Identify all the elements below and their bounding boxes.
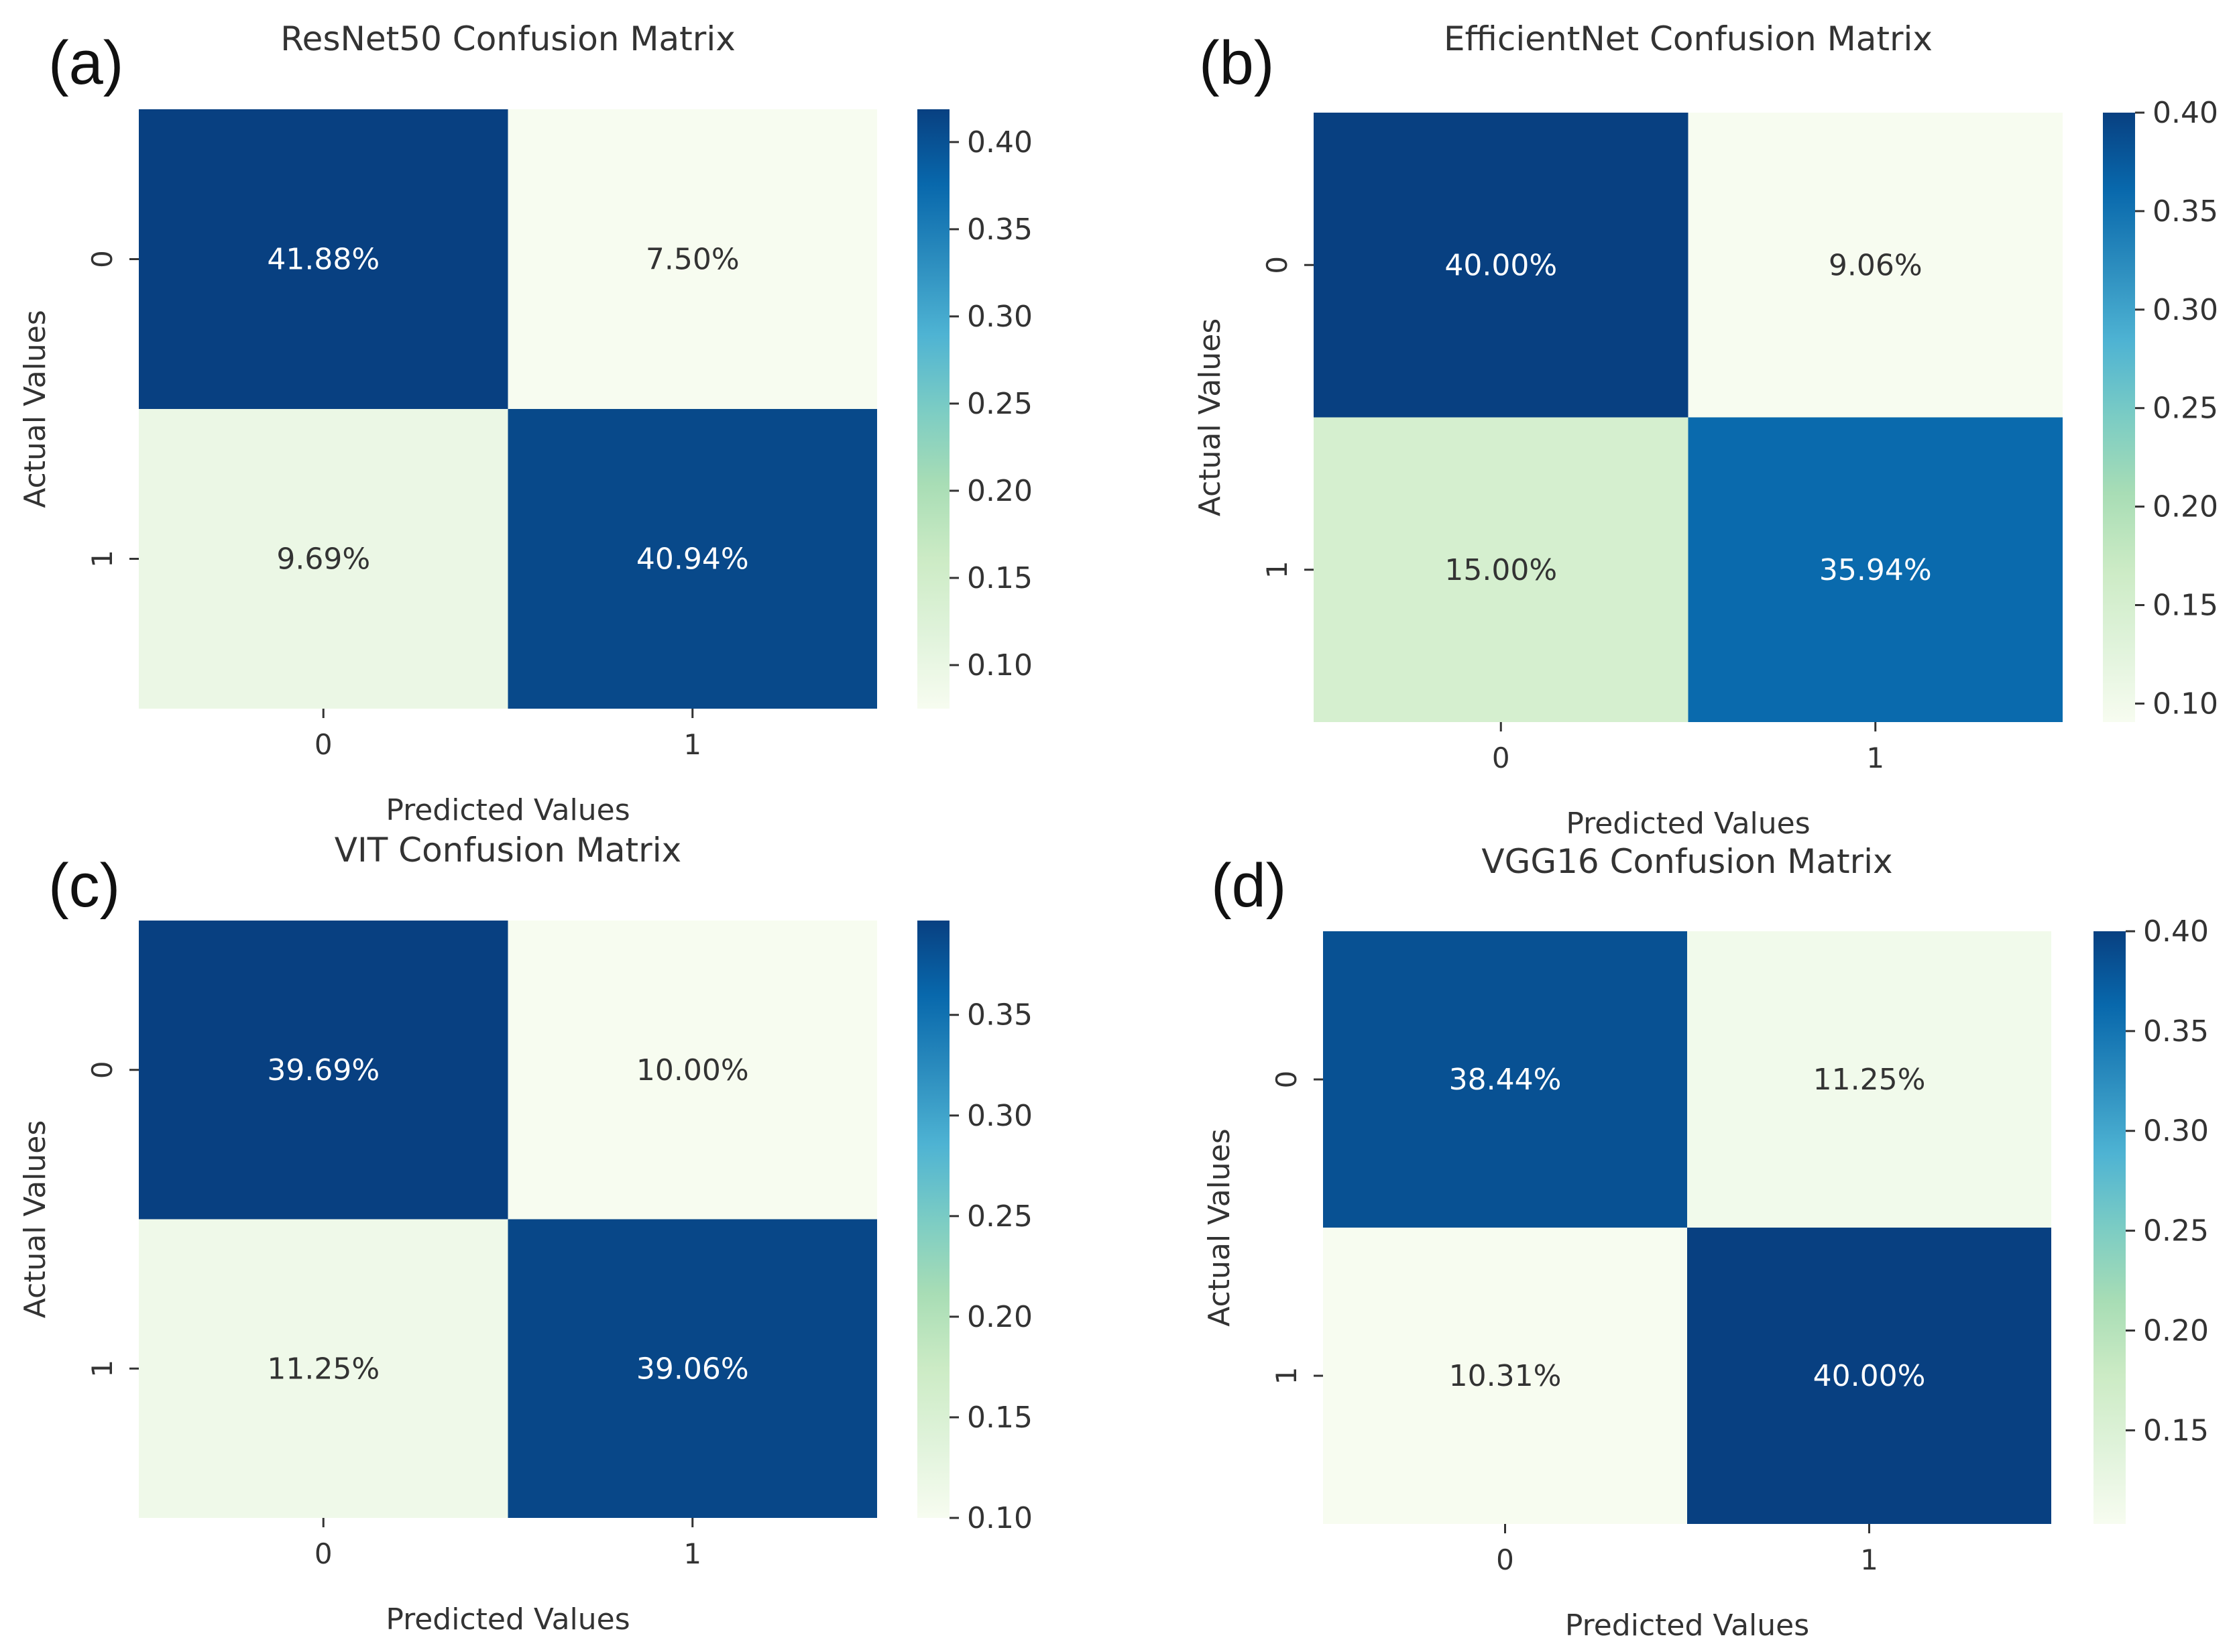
cell-value-label: 41.88% bbox=[267, 243, 380, 277]
cell-value-label: 39.06% bbox=[636, 1352, 749, 1386]
colorbar-tick-label: 0.40 bbox=[967, 125, 1033, 160]
colorbar-tick-label: 0.25 bbox=[2143, 1214, 2209, 1248]
y-tick-label: 0 bbox=[86, 1061, 119, 1079]
x-axis-label: Predicted Values bbox=[1566, 807, 1810, 841]
chart-title: ResNet50 Confusion Matrix bbox=[280, 19, 736, 58]
cell-value-label: 40.00% bbox=[1813, 1359, 1926, 1393]
cell-value-label: 38.44% bbox=[1449, 1063, 1562, 1097]
colorbar-tick-label: 0.25 bbox=[967, 387, 1033, 421]
x-axis-label: Predicted Values bbox=[386, 793, 630, 827]
colorbar-tick-label: 0.15 bbox=[967, 561, 1033, 595]
colorbar-tick-label: 0.35 bbox=[967, 998, 1033, 1032]
x-tick-label: 1 bbox=[683, 728, 701, 761]
y-tick-label: 1 bbox=[86, 1360, 119, 1378]
confusion-matrix-panel: (a) ResNet50 Confusion Matrix 41.88% 7.50% 9… bbox=[18, 19, 1033, 827]
cell-value-label: 7.50% bbox=[646, 243, 740, 277]
chart-title: VIT Confusion Matrix bbox=[335, 831, 681, 870]
y-tick-label: 1 bbox=[1261, 560, 1294, 579]
heatmap-cell bbox=[139, 109, 508, 409]
heatmap-cell bbox=[1314, 417, 1688, 722]
panel-letter: (b) bbox=[1199, 29, 1274, 97]
heatmap-cell bbox=[139, 1219, 508, 1518]
y-tick-label: 0 bbox=[1261, 256, 1294, 274]
cell-value-label: 9.69% bbox=[276, 542, 370, 577]
y-axis-label: Actual Values bbox=[1202, 1128, 1237, 1327]
colorbar-tick-label: 0.15 bbox=[967, 1401, 1033, 1435]
cell-value-label: 9.06% bbox=[1829, 248, 1923, 282]
colorbar-tick-label: 0.20 bbox=[2143, 1313, 2209, 1348]
cell-value-label: 11.25% bbox=[1813, 1063, 1926, 1097]
chart-title: VGG16 Confusion Matrix bbox=[1481, 842, 1892, 881]
cell-value-label: 35.94% bbox=[1819, 553, 1932, 587]
heatmap-cell bbox=[1323, 931, 1687, 1228]
colorbar-tick-label: 0.40 bbox=[2153, 96, 2218, 130]
y-axis-label: Actual Values bbox=[18, 310, 52, 508]
cell-value-label: 39.69% bbox=[267, 1053, 380, 1087]
colorbar-tick-label: 0.30 bbox=[2153, 293, 2218, 327]
y-tick-label: 0 bbox=[1270, 1071, 1303, 1089]
colorbar-tick-label: 0.30 bbox=[967, 1099, 1033, 1133]
colorbar-tick-label: 0.25 bbox=[2153, 392, 2218, 426]
colorbar bbox=[2093, 931, 2126, 1524]
heatmap-cell bbox=[139, 409, 508, 709]
colorbar-tick-label: 0.15 bbox=[2153, 588, 2218, 622]
panel-letter: (d) bbox=[1211, 851, 1286, 920]
colorbar-tick-label: 0.30 bbox=[2143, 1114, 2209, 1148]
heatmap-cell bbox=[1687, 1228, 2051, 1524]
colorbar-tick-label: 0.35 bbox=[2143, 1014, 2209, 1049]
colorbar-tick-label: 0.25 bbox=[967, 1199, 1033, 1234]
cell-value-label: 11.25% bbox=[267, 1352, 380, 1386]
heatmap-cell bbox=[508, 409, 877, 709]
y-axis-label: Actual Values bbox=[18, 1120, 52, 1319]
colorbar bbox=[917, 109, 950, 709]
x-tick-label: 1 bbox=[1860, 1543, 1878, 1576]
colorbar-tick-label: 0.10 bbox=[967, 1501, 1033, 1535]
cell-value-label: 15.00% bbox=[1444, 553, 1557, 587]
colorbar-tick-label: 0.10 bbox=[2153, 687, 2218, 721]
colorbar-tick-label: 0.15 bbox=[2143, 1413, 2209, 1448]
x-tick-label: 0 bbox=[1496, 1543, 1514, 1576]
x-axis-label: Predicted Values bbox=[1565, 1608, 1809, 1643]
colorbar bbox=[2103, 113, 2135, 722]
confusion-matrix-panel: (c) VIT Confusion Matrix 39.69% 10.00% 11.25… bbox=[18, 831, 1033, 1637]
y-tick-label: 1 bbox=[1270, 1367, 1303, 1385]
heatmap-cell bbox=[139, 921, 508, 1220]
colorbar-tick-label: 0.20 bbox=[967, 474, 1033, 508]
colorbar-tick-label: 0.35 bbox=[967, 213, 1033, 247]
x-tick-label: 1 bbox=[1866, 742, 1884, 774]
heatmap-cell bbox=[1687, 931, 2051, 1228]
x-tick-label: 0 bbox=[314, 728, 333, 761]
chart-title: EfficientNet Confusion Matrix bbox=[1444, 19, 1933, 58]
cell-value-label: 40.00% bbox=[1444, 248, 1557, 282]
confusion-matrix-panel: (b) EfficientNet Confusion Matrix 40.00% 9.… bbox=[1193, 19, 2218, 841]
colorbar-tick-label: 0.35 bbox=[2153, 194, 2218, 229]
heatmap-cell bbox=[1688, 113, 2063, 418]
x-tick-label: 0 bbox=[1492, 742, 1510, 774]
heatmap-cell bbox=[508, 921, 877, 1220]
y-tick-label: 1 bbox=[86, 550, 119, 568]
cell-value-label: 40.94% bbox=[636, 542, 749, 577]
heatmap-cell bbox=[1323, 1228, 1687, 1524]
panel-letter: (a) bbox=[48, 29, 123, 97]
colorbar-tick-label: 0.20 bbox=[967, 1300, 1033, 1334]
colorbar-tick-label: 0.10 bbox=[967, 648, 1033, 683]
heatmap-cell bbox=[1314, 113, 1688, 418]
colorbar bbox=[917, 921, 950, 1518]
colorbar-tick-label: 0.30 bbox=[967, 300, 1033, 334]
x-tick-label: 0 bbox=[314, 1537, 333, 1570]
cell-value-label: 10.00% bbox=[636, 1053, 749, 1087]
heatmap-cell bbox=[1688, 417, 2063, 722]
colorbar-tick-label: 0.40 bbox=[2143, 914, 2209, 949]
x-tick-label: 1 bbox=[683, 1537, 701, 1570]
heatmap-cell bbox=[508, 109, 877, 409]
panel-letter: (c) bbox=[48, 851, 120, 920]
y-axis-label: Actual Values bbox=[1193, 318, 1227, 517]
cell-value-label: 10.31% bbox=[1449, 1359, 1562, 1393]
colorbar-tick-label: 0.20 bbox=[2153, 490, 2218, 524]
heatmap-cell bbox=[508, 1219, 877, 1518]
x-axis-label: Predicted Values bbox=[386, 1602, 630, 1637]
y-tick-label: 0 bbox=[86, 250, 119, 268]
